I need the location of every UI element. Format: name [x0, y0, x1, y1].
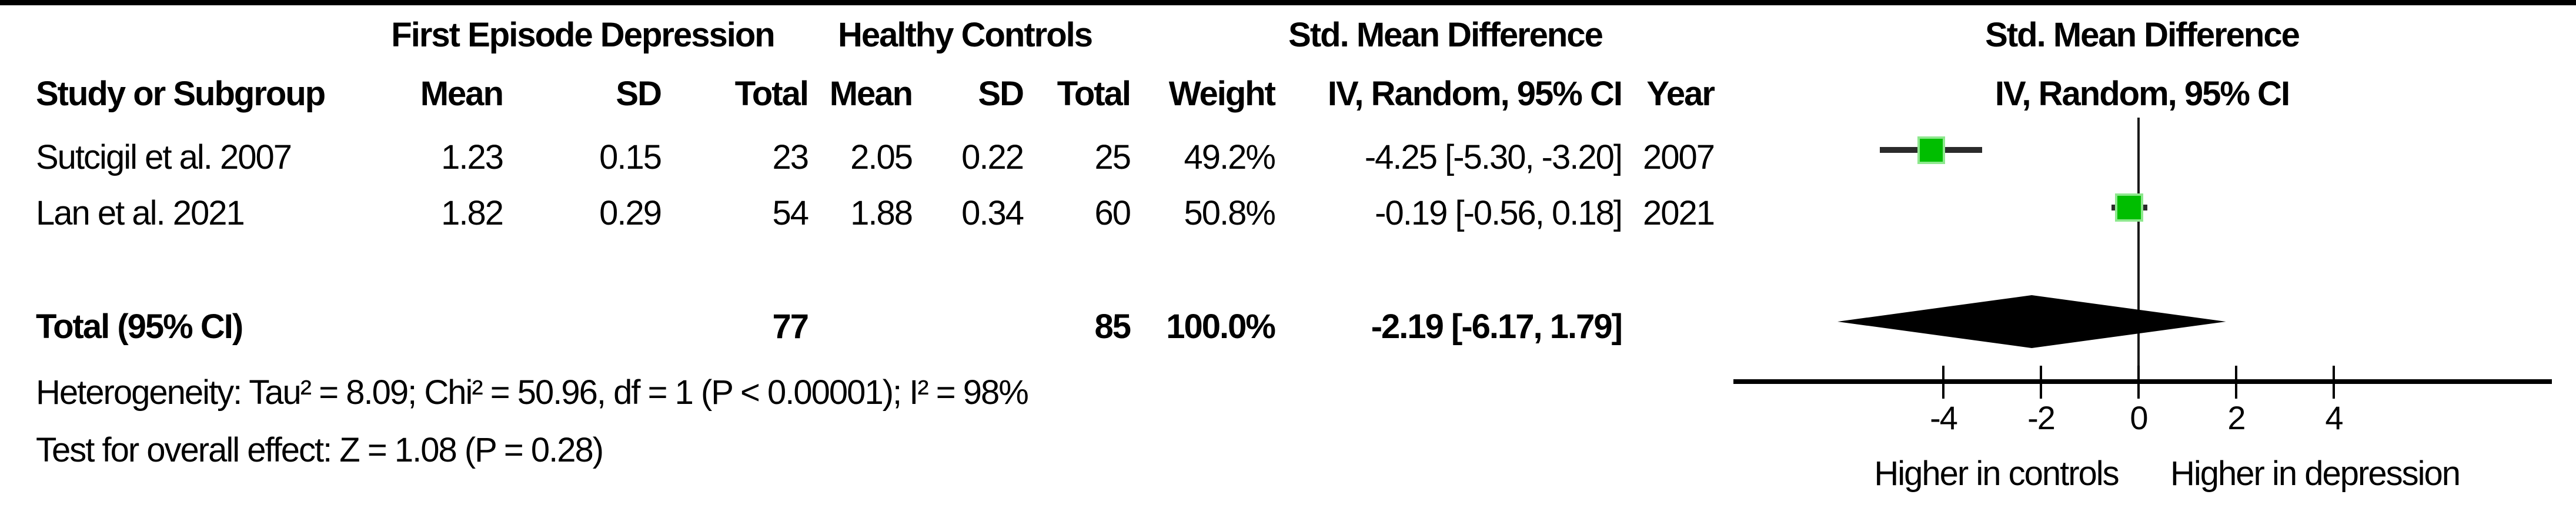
study-ci-text: -4.25 [-5.30, -3.20]: [1364, 138, 1623, 176]
axis-tick-label: 2: [2227, 399, 2246, 436]
effect-size-square: [2115, 193, 2144, 222]
study-ci-text: -0.19 [-0.56, 0.18]: [1375, 194, 1623, 232]
plot-header-line1: Std. Mean Difference: [1985, 16, 2300, 54]
axis-tick-label: 0: [2130, 399, 2148, 436]
study-total-ctl: 60: [1094, 194, 1131, 232]
study-name: Lan et al. 2021: [36, 194, 245, 232]
group-header-control: Healthy Controls: [837, 16, 1093, 54]
axis-tick: [2137, 366, 2140, 399]
group-header-experimental: First Episode Depression: [391, 16, 775, 54]
col-header-total1: Total: [734, 75, 809, 113]
study-sd-ctl: 0.22: [961, 138, 1024, 176]
study-sd-exp: 0.15: [599, 138, 662, 176]
study-mean-exp: 1.82: [441, 194, 504, 232]
header-separator-line: [0, 0, 2576, 5]
plot-header-line2: IV, Random, 95% CI: [1994, 75, 2290, 113]
study-year: 2021: [1642, 194, 1715, 232]
axis-tick: [2333, 366, 2335, 399]
summary-diamond: [1837, 295, 2226, 348]
axis-tick: [2040, 366, 2042, 399]
total-exp-n: 77: [772, 308, 808, 346]
study-weight: 49.2%: [1184, 138, 1276, 176]
col-header-total2: Total: [1057, 75, 1131, 113]
axis-tick-label: 4: [2325, 399, 2343, 436]
axis-tick-label: -2: [2027, 399, 2056, 436]
col-header-weight: Weight: [1168, 75, 1276, 113]
axis-label-left: Higher in controls: [1874, 454, 2119, 493]
study-total-exp: 23: [772, 138, 808, 176]
axis-tick-label: -4: [1930, 399, 1958, 436]
axis-label-right: Higher in depression: [2170, 454, 2461, 493]
study-sd-exp: 0.29: [599, 194, 662, 232]
study-name: Sutcigil et al. 2007: [36, 138, 292, 176]
study-mean-ctl: 2.05: [850, 138, 913, 176]
col-header-mean2: Mean: [829, 75, 913, 113]
study-year: 2007: [1642, 138, 1715, 176]
total-ctl-n: 85: [1094, 308, 1131, 346]
col-header-sd1: SD: [616, 75, 662, 113]
x-axis-line: [1733, 379, 2552, 384]
heterogeneity-text: Heterogeneity: Tau² = 8.09; Chi² = 50.96…: [36, 373, 1029, 412]
study-mean-exp: 1.23: [441, 138, 504, 176]
study-mean-ctl: 1.88: [850, 194, 913, 232]
study-weight: 50.8%: [1184, 194, 1276, 232]
study-total-ctl: 25: [1094, 138, 1131, 176]
axis-tick: [1942, 366, 1944, 399]
summary-diamond-shape: [1837, 295, 2226, 348]
axis-tick: [2235, 366, 2237, 399]
study-sd-ctl: 0.34: [961, 194, 1024, 232]
col-header-sd2: SD: [978, 75, 1024, 113]
total-weight: 100.0%: [1166, 308, 1276, 346]
total-ci-text: -2.19 [-6.17, 1.79]: [1371, 308, 1623, 346]
zero-reference-line: [2137, 118, 2140, 382]
col-header-year: Year: [1646, 75, 1715, 113]
group-header-smd: Std. Mean Difference: [1288, 16, 1603, 54]
study-total-exp: 54: [772, 194, 808, 232]
col-header-study: Study or Subgroup: [36, 75, 326, 113]
effect-size-square: [1917, 136, 1945, 164]
col-header-iv: IV, Random, 95% CI: [1327, 75, 1623, 113]
total-label: Total (95% CI): [36, 308, 243, 346]
col-header-mean1: Mean: [420, 75, 504, 113]
overall-effect-text: Test for overall effect: Z = 1.08 (P = 0…: [36, 431, 604, 469]
